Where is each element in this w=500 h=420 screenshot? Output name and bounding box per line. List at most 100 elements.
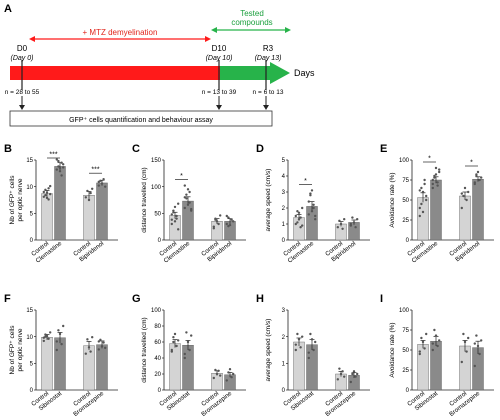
data-point-E-2 [463,186,467,190]
data-point-E-2 [465,198,468,202]
panel-letter-C: C [132,143,140,155]
y-tick-label-H: 2 [282,335,286,341]
data-point-B-0 [45,196,49,200]
data-point-D-0 [297,211,301,214]
y-tick-label-F: 10 [26,335,33,341]
data-point-F-0 [47,337,50,340]
data-point-C-2 [219,214,222,217]
data-point-H-1 [309,332,312,336]
data-point-G-0 [170,350,173,353]
data-point-B-1 [58,170,62,173]
data-point-H-1 [307,351,310,354]
y-axis-label-G: distance travelled (cm) [141,317,148,382]
data-point-B-0 [47,187,50,190]
panel-letter-E: E [380,143,387,155]
data-point-B-0 [44,194,47,197]
data-point-G-0 [172,340,175,344]
data-point-C-1 [185,193,188,196]
y-axis-label-F: Nb of GFP⁺ cells [9,325,16,375]
data-point-B-0 [44,188,47,192]
n-label-D10: n = 13 to 39 [202,89,237,96]
y-tick-label-G: 0 [158,388,162,394]
data-point-H-1 [307,356,310,360]
bar-F-1 [54,337,66,391]
bar-B-0 [41,193,53,241]
data-point-C-0 [175,217,178,220]
data-point-I-1 [433,328,436,332]
data-point-D-2 [338,219,341,222]
data-point-G-3 [225,379,228,382]
data-point-B-1 [62,166,65,169]
data-point-I-3 [476,344,480,348]
y-axis-label-C: distance travelled (cm) [141,167,148,232]
data-point-E-2 [460,206,463,210]
data-point-C-0 [173,220,177,223]
arrowhead-R3 [263,105,269,110]
y-tick-label-D: 1 [282,222,286,228]
data-point-D-0 [294,222,297,226]
panel-letter-A: A [4,3,12,15]
data-point-C-3 [225,222,228,226]
arrowhead-D10 [216,105,222,110]
data-point-G-1 [183,356,186,360]
data-point-D-0 [299,226,302,229]
n-label-D0: n = 28 to 55 [5,89,40,96]
bar-F-2 [83,345,95,391]
data-point-C-1 [190,207,193,211]
y-tick-label-E: 50 [402,198,409,204]
data-point-C-1 [188,190,191,194]
data-point-G-1 [183,352,186,356]
data-point-D-1 [307,213,310,216]
data-point-C-0 [172,211,175,214]
data-point-B-1 [55,168,58,171]
data-point-C-3 [227,224,230,228]
data-point-D-2 [339,222,343,226]
y-tick-label-B: 0 [30,238,34,244]
y-tick-label-G: 20 [154,372,161,378]
data-point-D-1 [307,200,310,203]
data-point-C-3 [232,220,235,223]
data-point-C-1 [183,184,186,187]
y-tick-label-F: 15 [26,308,33,314]
y-tick-label-F: 0 [30,388,34,394]
data-point-I-0 [425,332,428,336]
data-point-F-2 [91,336,94,339]
panel-letter-G: G [132,293,141,305]
data-point-C-0 [177,202,180,205]
data-point-D-2 [343,218,346,221]
data-point-D-3 [351,216,354,219]
data-point-F-2 [89,350,92,353]
data-point-H-0 [296,332,299,336]
data-point-D-0 [299,216,302,219]
data-point-D-0 [296,221,299,224]
sig-label-D-0: * [304,178,307,185]
data-point-E-0 [423,182,426,186]
data-point-C-3 [225,214,228,218]
tested-arrow-head-right [285,27,291,33]
panel-letter-B: B [4,143,12,155]
data-point-D-1 [314,218,317,221]
data-point-H-2 [338,367,341,370]
y-axis-label-D: average speed (cm/s) [265,169,272,232]
data-point-F-3 [99,338,102,342]
data-point-G-1 [186,340,190,344]
data-point-C-1 [186,203,190,206]
data-point-D-0 [294,214,297,218]
data-point-H-1 [310,338,314,341]
treatment-label: + MTZ demyelination [83,28,158,37]
data-point-D-3 [356,218,359,221]
data-point-E-1 [434,173,438,176]
data-point-G-3 [228,368,232,371]
data-point-B-0 [49,192,52,196]
data-point-E-3 [475,173,478,176]
data-point-I-1 [431,348,434,352]
data-point-C-3 [230,218,233,221]
data-point-E-3 [478,178,481,182]
data-point-C-2 [212,227,215,230]
y-axis-label-line2-B: per optic nerve [17,178,24,221]
demyelination-period-bar [10,66,220,80]
